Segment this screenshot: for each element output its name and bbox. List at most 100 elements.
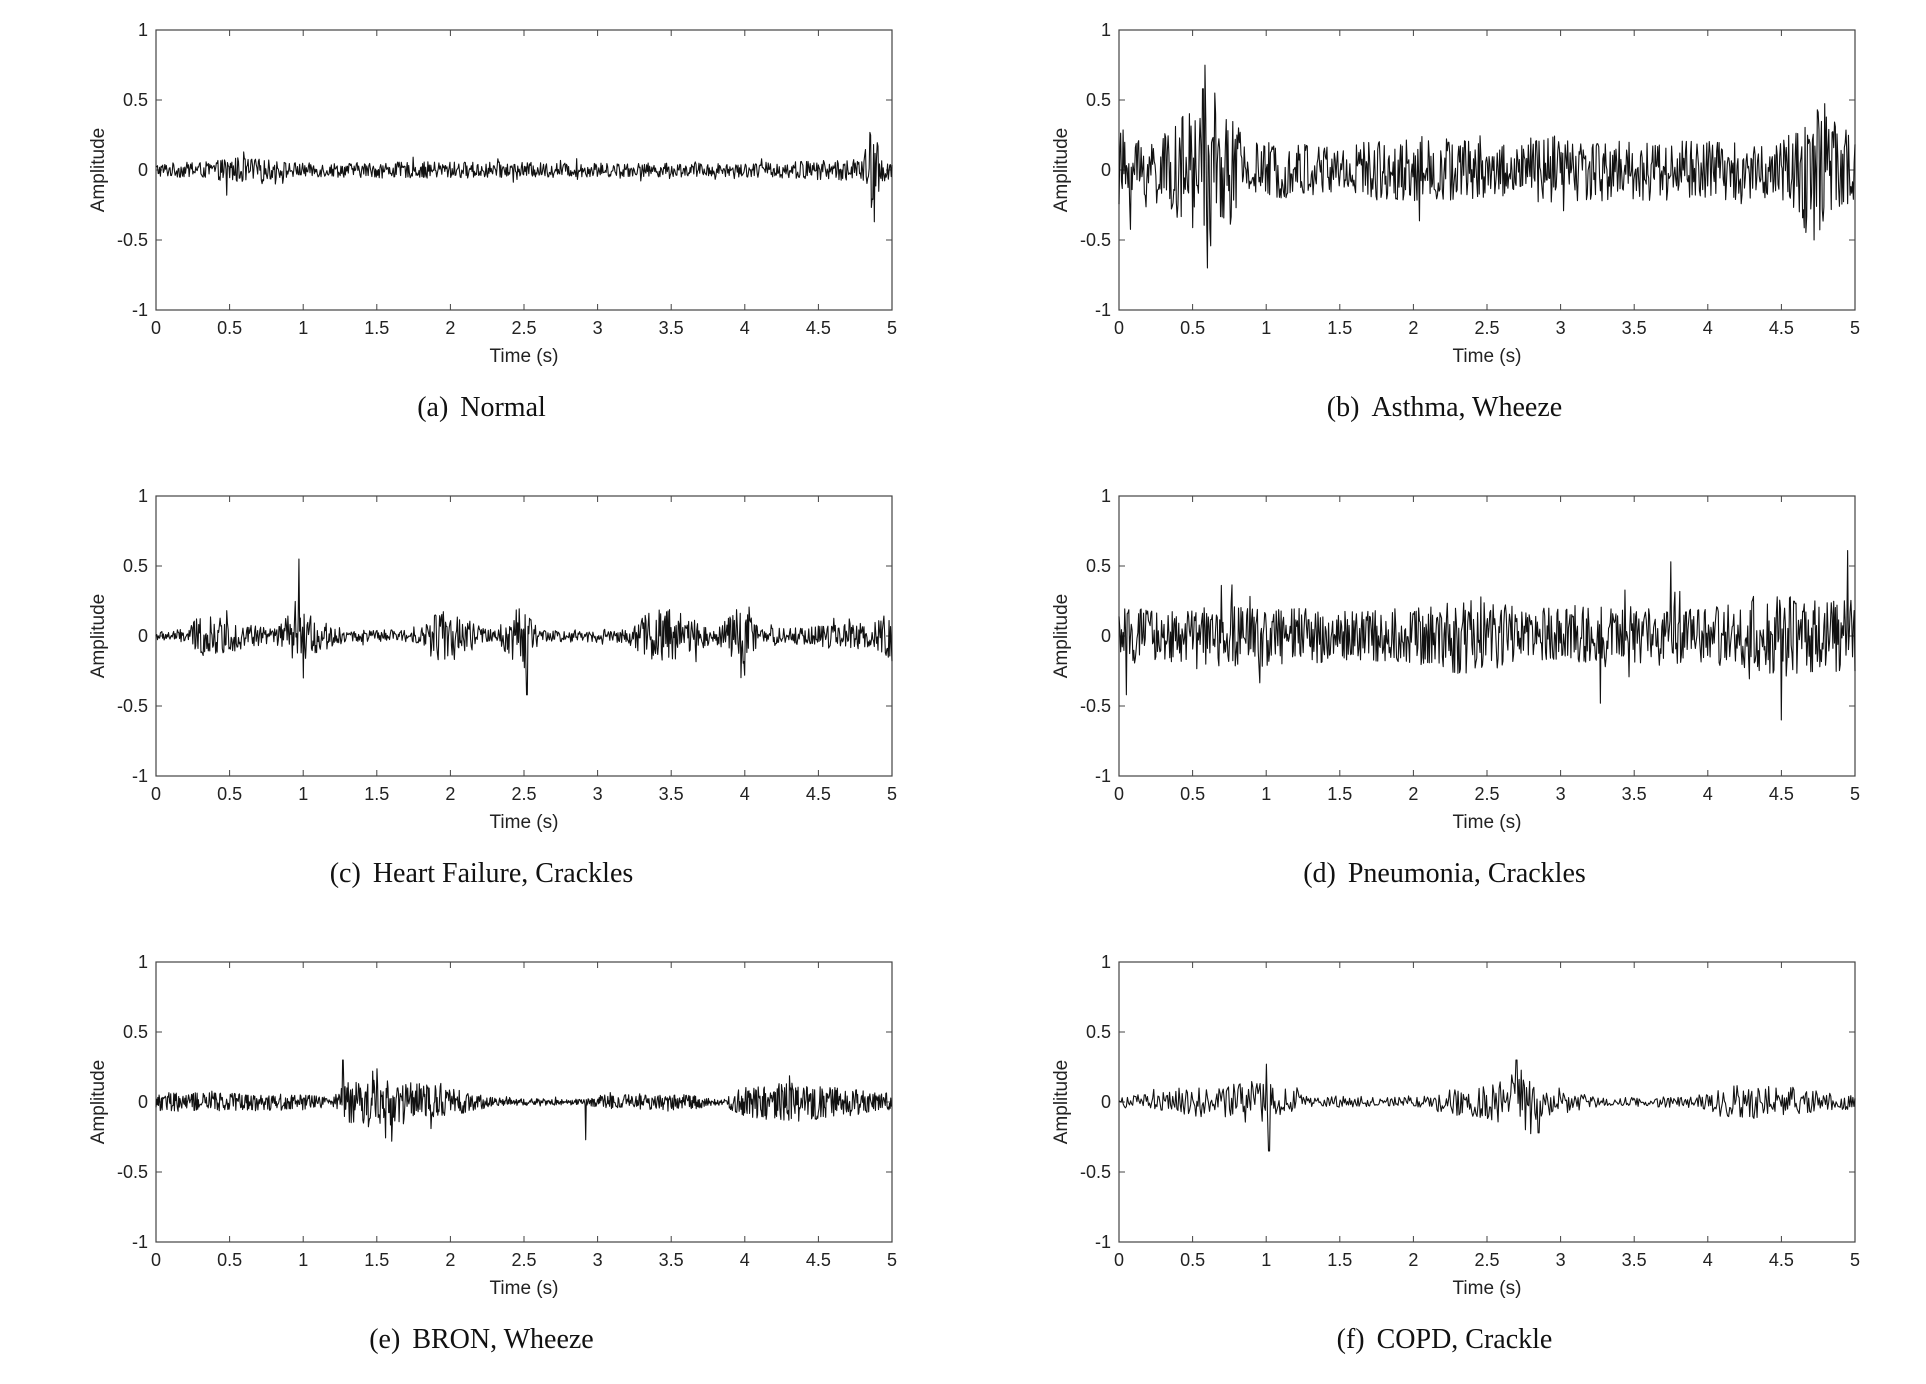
y-tick-label: 0.5 bbox=[1086, 1022, 1111, 1042]
x-tick-label: 5 bbox=[887, 318, 897, 338]
x-tick-label: 0 bbox=[151, 318, 161, 338]
y-tick-label: -1 bbox=[132, 766, 148, 786]
x-tick-label: 3 bbox=[593, 1250, 603, 1270]
chart-svg: 0 0.5 1 1.5 2 2.5 3 3.5 4 4.5 5 -1 -0.5 0 0.5 1 Time (s)… bbox=[1051, 486, 1860, 833]
x-tick-label: 2.5 bbox=[511, 784, 536, 804]
y-tick-label: 0.5 bbox=[123, 556, 148, 576]
x-tick-label: 1 bbox=[298, 784, 308, 804]
y-tick-label: 0.5 bbox=[1086, 556, 1111, 576]
x-tick-label: 1 bbox=[1261, 318, 1271, 338]
y-tick-label: 0 bbox=[138, 626, 148, 646]
x-tick-label: 0.5 bbox=[1180, 784, 1205, 804]
signal-trace bbox=[1118, 1059, 1856, 1152]
y-tick-label: 0 bbox=[1101, 160, 1111, 180]
x-tick-label: 5 bbox=[1850, 318, 1860, 338]
x-tick-label: 0.5 bbox=[217, 784, 242, 804]
x-tick-label: 4.5 bbox=[1769, 1250, 1794, 1270]
chart-panel: 0 0.5 1 1.5 2 2.5 3 3.5 4 4.5 5 -1 -0.5 0 0.5 1 Time (s)… bbox=[0, 932, 963, 1384]
x-tick-label: 3.5 bbox=[659, 318, 684, 338]
x-tick-label: 0.5 bbox=[1180, 318, 1205, 338]
y-axis-label: Amplitude bbox=[1051, 128, 1072, 213]
x-tick-label: 0 bbox=[1114, 1250, 1124, 1270]
signal-trace bbox=[1118, 64, 1856, 269]
y-tick-label: 0 bbox=[1101, 626, 1111, 646]
x-axis-label: Time (s) bbox=[490, 1278, 559, 1299]
x-tick-label: 2 bbox=[1408, 784, 1418, 804]
x-tick-label: 3.5 bbox=[659, 784, 684, 804]
y-axis-label: Amplitude bbox=[88, 1060, 109, 1145]
y-axis-label: Amplitude bbox=[88, 594, 109, 679]
x-tick-label: 3 bbox=[593, 784, 603, 804]
y-tick-label: 1 bbox=[138, 486, 148, 506]
chart-svg: 0 0.5 1 1.5 2 2.5 3 3.5 4 4.5 5 -1 -0.5 0 0.5 1 Time (s)… bbox=[1051, 20, 1860, 367]
x-tick-label: 2 bbox=[1408, 1250, 1418, 1270]
chart-panel: 0 0.5 1 1.5 2 2.5 3 3.5 4 4.5 5 -1 -0.5 0 0.5 1 Time (s)… bbox=[0, 0, 963, 452]
y-tick-label: -1 bbox=[1095, 1232, 1111, 1252]
x-tick-label: 2.5 bbox=[1474, 1250, 1499, 1270]
y-tick-label: -0.5 bbox=[117, 696, 148, 716]
chart-panel: 0 0.5 1 1.5 2 2.5 3 3.5 4 4.5 5 -1 -0.5 0 0.5 1 Time (s)… bbox=[963, 466, 1926, 918]
panel-title: Normal bbox=[460, 392, 546, 423]
x-tick-label: 3.5 bbox=[659, 1250, 684, 1270]
chart-panel: 0 0.5 1 1.5 2 2.5 3 3.5 4 4.5 5 -1 -0.5 0 0.5 1 Time (s)… bbox=[0, 466, 963, 918]
y-tick-label: -1 bbox=[132, 300, 148, 320]
x-tick-label: 4 bbox=[1703, 1250, 1713, 1270]
figure: 0 0.5 1 1.5 2 2.5 3 3.5 4 4.5 5 -1 -0.5 0 0.5 1 Time (s)… bbox=[0, 0, 1926, 1356]
x-tick-label: 1 bbox=[1261, 784, 1271, 804]
x-tick-label: 2 bbox=[445, 318, 455, 338]
x-tick-label: 3.5 bbox=[1622, 784, 1647, 804]
x-tick-label: 4.5 bbox=[1769, 318, 1794, 338]
chart-panel: 0 0.5 1 1.5 2 2.5 3 3.5 4 4.5 5 -1 -0.5 0 0.5 1 Time (s)… bbox=[963, 0, 1926, 452]
y-tick-label: 0 bbox=[1101, 1092, 1111, 1112]
y-tick-label: 0.5 bbox=[123, 90, 148, 110]
x-tick-label: 2.5 bbox=[511, 1250, 536, 1270]
panel-caption: (f) COPD, Crackle bbox=[963, 1324, 1926, 1356]
signal-trace bbox=[155, 1059, 893, 1142]
y-tick-label: -0.5 bbox=[1080, 1162, 1111, 1182]
signal-trace bbox=[155, 131, 893, 223]
x-tick-label: 1 bbox=[1261, 1250, 1271, 1270]
panel-caption: (d) Pneumonia, Crackles bbox=[963, 858, 1926, 890]
x-tick-label: 4 bbox=[740, 318, 750, 338]
y-tick-label: 1 bbox=[1101, 486, 1111, 506]
x-tick-label: 1.5 bbox=[1327, 1250, 1352, 1270]
x-axis-label: Time (s) bbox=[1453, 1278, 1522, 1299]
y-tick-label: -0.5 bbox=[117, 1162, 148, 1182]
x-tick-label: 0 bbox=[1114, 784, 1124, 804]
y-axis-label: Amplitude bbox=[1051, 594, 1072, 679]
y-tick-label: -0.5 bbox=[117, 230, 148, 250]
x-tick-label: 1.5 bbox=[1327, 784, 1352, 804]
x-tick-label: 5 bbox=[1850, 784, 1860, 804]
x-tick-label: 4.5 bbox=[806, 784, 831, 804]
x-axis-label: Time (s) bbox=[490, 346, 559, 367]
panel-label: (c) bbox=[329, 858, 361, 889]
panel-title: Asthma, Wheeze bbox=[1371, 392, 1563, 423]
signal-trace bbox=[155, 558, 893, 696]
x-tick-label: 4 bbox=[1703, 784, 1713, 804]
x-tick-label: 0 bbox=[151, 784, 161, 804]
x-tick-label: 1 bbox=[298, 318, 308, 338]
panel-caption: (b) Asthma, Wheeze bbox=[963, 392, 1926, 424]
panel-title: COPD, Crackle bbox=[1376, 1324, 1553, 1355]
x-tick-label: 1 bbox=[298, 1250, 308, 1270]
x-tick-label: 0.5 bbox=[217, 318, 242, 338]
panel-label: (a) bbox=[417, 392, 449, 423]
x-axis-label: Time (s) bbox=[1453, 812, 1522, 833]
x-tick-label: 0 bbox=[1114, 318, 1124, 338]
x-tick-label: 2.5 bbox=[1474, 318, 1499, 338]
panel-label: (d) bbox=[1303, 858, 1336, 889]
x-tick-label: 5 bbox=[887, 1250, 897, 1270]
x-tick-label: 3.5 bbox=[1622, 1250, 1647, 1270]
x-tick-label: 2 bbox=[445, 784, 455, 804]
panel-title: BRON, Wheeze bbox=[412, 1324, 594, 1355]
y-axis-label: Amplitude bbox=[88, 128, 109, 213]
y-tick-label: 0 bbox=[138, 1092, 148, 1112]
x-tick-label: 1.5 bbox=[1327, 318, 1352, 338]
x-axis-label: Time (s) bbox=[490, 812, 559, 833]
y-tick-label: -0.5 bbox=[1080, 230, 1111, 250]
panel-label: (b) bbox=[1326, 392, 1360, 423]
y-tick-label: -1 bbox=[1095, 766, 1111, 786]
y-tick-label: 1 bbox=[138, 20, 148, 40]
y-tick-label: 0 bbox=[138, 160, 148, 180]
x-tick-label: 4.5 bbox=[1769, 784, 1794, 804]
